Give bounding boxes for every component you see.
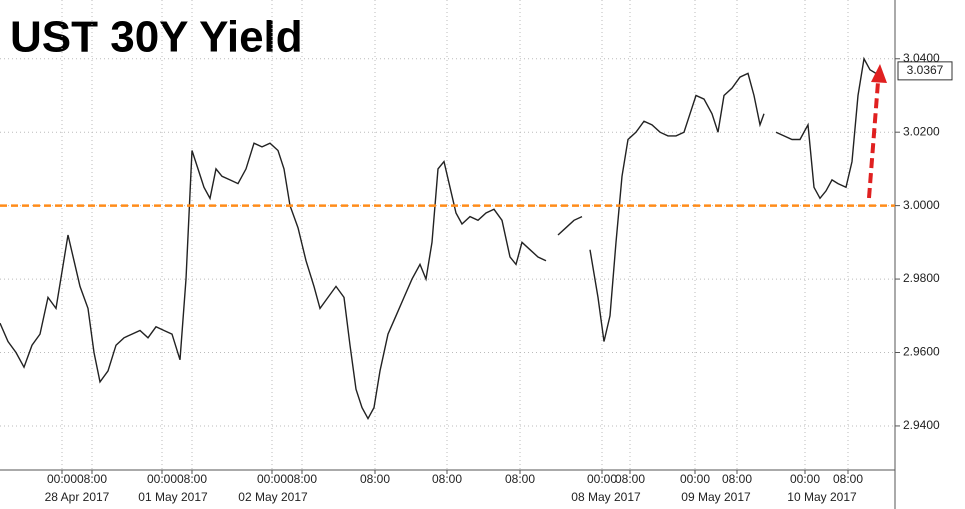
x-tick-label: 00:00 bbox=[47, 472, 77, 486]
y-tick-label: 2.9400 bbox=[903, 418, 940, 432]
y-tick-label: 2.9800 bbox=[903, 271, 940, 285]
y-tick-label: 3.0200 bbox=[903, 124, 940, 138]
date-label: 01 May 2017 bbox=[138, 490, 208, 504]
x-tick-label: 08:00 bbox=[722, 472, 752, 486]
last-value-box bbox=[897, 61, 953, 81]
x-tick-label: 08:00 bbox=[360, 472, 390, 486]
y-tick-label: 2.9600 bbox=[903, 345, 940, 359]
arrow-shaft bbox=[867, 81, 880, 199]
arrow-head bbox=[871, 64, 887, 83]
x-tick-label: 08:00 bbox=[177, 472, 207, 486]
x-tick-label: 08:00 bbox=[505, 472, 535, 486]
x-tick-label: 08:00 bbox=[432, 472, 462, 486]
x-tick-label: 08:00 bbox=[287, 472, 317, 486]
date-label: 10 May 2017 bbox=[787, 490, 857, 504]
x-tick-label: 08:00 bbox=[833, 472, 863, 486]
x-tick-label: 08:00 bbox=[615, 472, 645, 486]
date-label: 09 May 2017 bbox=[681, 490, 751, 504]
x-tick-label: 00:00 bbox=[790, 472, 820, 486]
date-label: 08 May 2017 bbox=[571, 490, 641, 504]
x-tick-label: 00:00 bbox=[680, 472, 710, 486]
x-tick-label: 00:00 bbox=[257, 472, 287, 486]
date-label: 02 May 2017 bbox=[238, 490, 308, 504]
date-label: 28 Apr 2017 bbox=[45, 490, 110, 504]
x-tick-label: 00:00 bbox=[587, 472, 617, 486]
x-tick-label: 08:00 bbox=[77, 472, 107, 486]
last-value-label: 3.0367 bbox=[907, 63, 944, 77]
y-tick-label: 3.0000 bbox=[903, 198, 940, 212]
line-series bbox=[0, 56, 877, 421]
chart-title: UST 30Y Yield bbox=[10, 13, 303, 62]
x-tick-label: 00:00 bbox=[147, 472, 177, 486]
